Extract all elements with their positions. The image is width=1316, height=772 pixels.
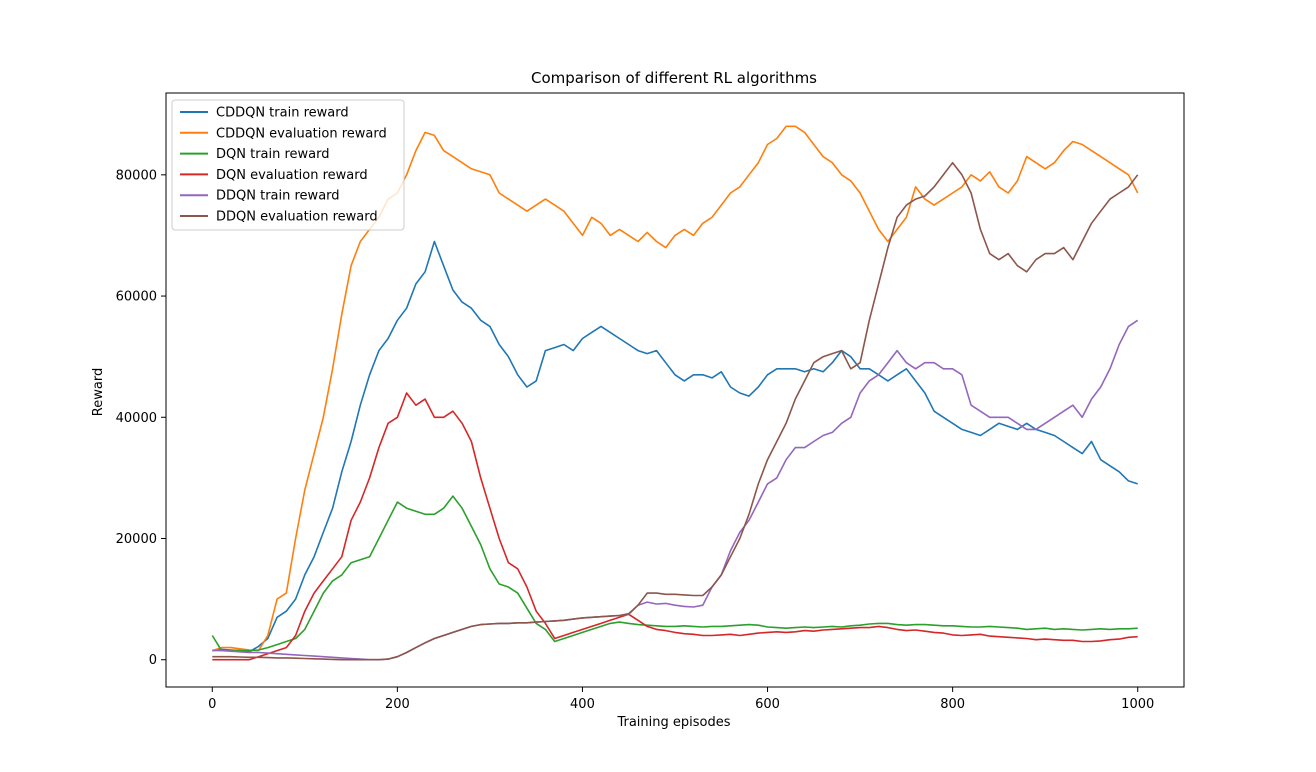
series-line-4 bbox=[212, 392, 1138, 661]
x-axis-label: Training episodes bbox=[616, 715, 730, 730]
legend-label: CDDQN train reward bbox=[216, 106, 349, 121]
x-tick-label: 800 bbox=[940, 697, 965, 712]
series-layer bbox=[211, 125, 1139, 661]
series-line-1 bbox=[212, 240, 1138, 653]
chart-title: Comparison of different RL algorithms bbox=[531, 69, 817, 87]
y-tick-label: 40000 bbox=[116, 411, 157, 426]
y-axis-label: Reward bbox=[91, 368, 106, 416]
legend-label: CDDQN evaluation reward bbox=[216, 126, 387, 141]
series-line-2 bbox=[212, 125, 1139, 652]
plot-area-frame bbox=[165, 92, 1185, 688]
legend-box bbox=[171, 99, 405, 231]
y-tick-label: 20000 bbox=[116, 532, 157, 547]
y-tick-label: 60000 bbox=[116, 290, 157, 305]
x-tick-label: 600 bbox=[755, 697, 780, 712]
x-tick-label: 200 bbox=[385, 697, 410, 712]
x-tick-label: 0 bbox=[208, 697, 216, 712]
y-tick-label: 80000 bbox=[116, 168, 157, 183]
x-tick-label: 400 bbox=[570, 697, 595, 712]
y-tick-label: 0 bbox=[149, 653, 157, 668]
legend-label: DDQN evaluation reward bbox=[216, 210, 378, 225]
x-tick-label: 1000 bbox=[1121, 697, 1154, 712]
legend-label: DQN train reward bbox=[216, 147, 330, 162]
axes-layer: 0 200 400 600 800 1000 0 20000 40000 60000 80000 bbox=[116, 168, 1155, 712]
legend-label: DDQN train reward bbox=[216, 189, 340, 204]
legend: CDDQN train reward CDDQN evaluation rewar… bbox=[171, 99, 405, 231]
series-line-3 bbox=[211, 495, 1138, 652]
legend-label: DQN evaluation reward bbox=[216, 168, 368, 183]
series-line-6 bbox=[212, 161, 1139, 661]
